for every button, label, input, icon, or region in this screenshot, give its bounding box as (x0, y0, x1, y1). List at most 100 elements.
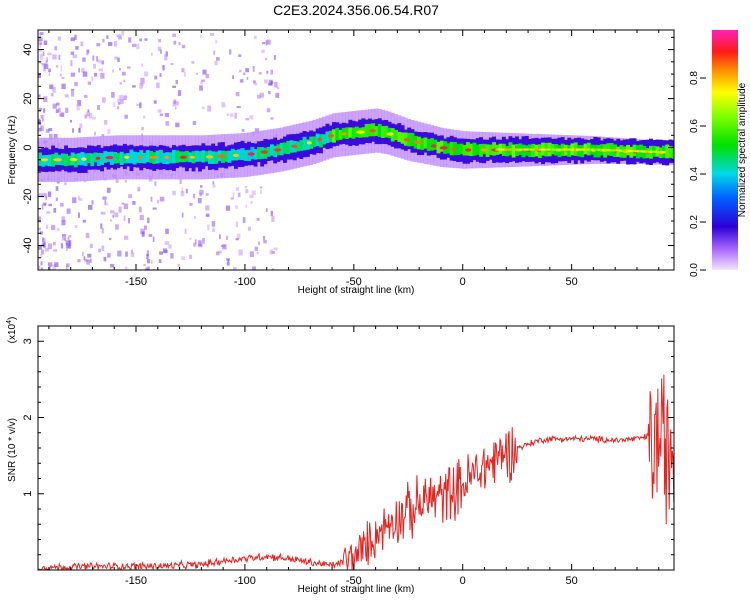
heatmap-noise-cell (103, 256, 107, 262)
heatmap-noise-cell (181, 44, 186, 49)
heatmap-noise-cell (254, 128, 260, 134)
heatmap-noise-cell (112, 69, 114, 73)
heatmap-noise-cell (177, 90, 181, 97)
heatmap-peak-cell (260, 150, 268, 154)
heatmap-noise-cell (170, 63, 174, 65)
heatmap-noise-cell (258, 72, 262, 75)
heatmap-noise-cell (107, 253, 111, 258)
heatmap-noise-cell (146, 250, 149, 257)
heatmap-core-cell (558, 148, 561, 151)
heatmap-core-cell (511, 144, 516, 158)
heatmap-noise-cell (164, 54, 168, 61)
heatmap-noise-cell (264, 57, 268, 61)
heatmap-noise-cell (59, 113, 64, 117)
heatmap-core-cell (198, 151, 202, 162)
heatmap-noise-cell (212, 181, 215, 185)
heatmap-noise-cell (236, 106, 241, 108)
x-tick-label: 50 (566, 575, 578, 587)
heatmap-core-cell (77, 153, 82, 165)
heatmap-noise-cell (196, 72, 198, 75)
heatmap-core-cell (534, 148, 537, 151)
x-tick-label: -50 (346, 575, 362, 587)
heatmap-noise-cell (45, 196, 48, 200)
heatmap-noise-cell (55, 109, 59, 114)
heatmap-noise-cell (237, 192, 241, 198)
heatmap-noise-cell (266, 39, 271, 45)
heatmap-noise-cell (184, 228, 187, 234)
heatmap-noise-cell (48, 128, 53, 132)
heatmap-noise-cell (45, 224, 49, 230)
heatmap-peak-cell (69, 158, 78, 162)
heatmap-core-cell (671, 146, 674, 159)
heatmap-core-cell (136, 152, 140, 163)
heatmap-core-cell (521, 148, 524, 151)
heatmap-noise-cell (209, 33, 215, 36)
heatmap-core-cell (652, 150, 655, 153)
heatmap-noise-cell (178, 42, 181, 46)
heatmap-core-cell (142, 153, 147, 164)
heatmap-noise-cell (225, 205, 231, 211)
heatmap-noise-cell (48, 262, 53, 267)
heatmap-core-cell (377, 123, 382, 138)
heatmap-noise-cell (48, 68, 51, 72)
heatmap-noise-cell (213, 50, 216, 55)
heatmap-core-cell (162, 152, 167, 164)
heatmap-core-cell (420, 138, 425, 150)
heatmap-peak-cell (179, 155, 187, 159)
heatmap-noise-cell (271, 268, 275, 270)
heatmap-noise-cell (114, 41, 118, 47)
heatmap-noise-cell (86, 111, 90, 116)
heatmap-peak-cell (81, 157, 87, 161)
heatmap-noise-cell (259, 92, 264, 98)
heatmap-noise-cell (67, 237, 70, 240)
heatmap-noise-cell (144, 38, 148, 41)
x-tick-label: -100 (234, 276, 256, 288)
colorbar-tick-label: 0.6 (689, 119, 700, 133)
heatmap-core-cell (103, 151, 108, 163)
heatmap-noise-cell (141, 83, 144, 87)
heatmap-core-cell (351, 127, 356, 139)
spectrogram-heatmap (38, 31, 674, 270)
heatmap-noise-cell (56, 228, 60, 232)
heatmap-noise-cell (235, 187, 240, 191)
spectrogram-panel: -150 -100 -50 0 50 -40 -20 0 20 40 Height of str… (7, 29, 675, 296)
heatmap-core-cell (626, 149, 629, 152)
heatmap-noise-cell (250, 201, 253, 204)
heatmap-noise-cell (232, 75, 234, 79)
heatmap-noise-cell (42, 202, 47, 205)
heatmap-noise-cell (200, 185, 203, 188)
heatmap-noise-cell (219, 234, 221, 240)
heatmap-noise-cell (249, 194, 254, 199)
heatmap-core-cell (569, 148, 572, 151)
heatmap-noise-cell (98, 68, 103, 72)
heatmap-noise-cell (45, 60, 48, 66)
heatmap-core-cell (591, 148, 594, 151)
heatmap-noise-cell (118, 36, 122, 40)
heatmap-noise-cell (263, 240, 267, 244)
heatmap-core-cell (459, 143, 464, 155)
heatmap-core-cell (525, 148, 529, 151)
heatmap-core-cell (397, 131, 402, 142)
snr-x-axis-label: Height of straight line (km) (298, 584, 415, 595)
heatmap-noise-cell (78, 127, 81, 133)
snr-y-multiplier-close: ) (7, 317, 18, 320)
heatmap-noise-cell (87, 109, 90, 113)
heatmap-noise-cell (45, 129, 50, 133)
heatmap-core-cell (599, 148, 603, 151)
heatmap-noise-cell (235, 92, 240, 97)
heatmap-noise-cell (110, 210, 115, 214)
heatmap-noise-cell (199, 81, 203, 85)
heatmap-noise-cell (153, 100, 157, 104)
heatmap-noise-cell (61, 83, 66, 90)
heatmap-core-cell (499, 148, 503, 151)
heatmap-core-cell (506, 148, 509, 151)
heatmap-noise-cell (144, 71, 149, 77)
heatmap-noise-cell (82, 71, 88, 77)
heatmap-noise-cell (124, 114, 128, 119)
heatmap-core-cell (547, 148, 551, 151)
heatmap-peak-cell (205, 155, 214, 159)
heatmap-core-cell (296, 141, 300, 152)
heatmap-noise-cell (38, 120, 41, 125)
heatmap-peak-cell (138, 155, 143, 159)
